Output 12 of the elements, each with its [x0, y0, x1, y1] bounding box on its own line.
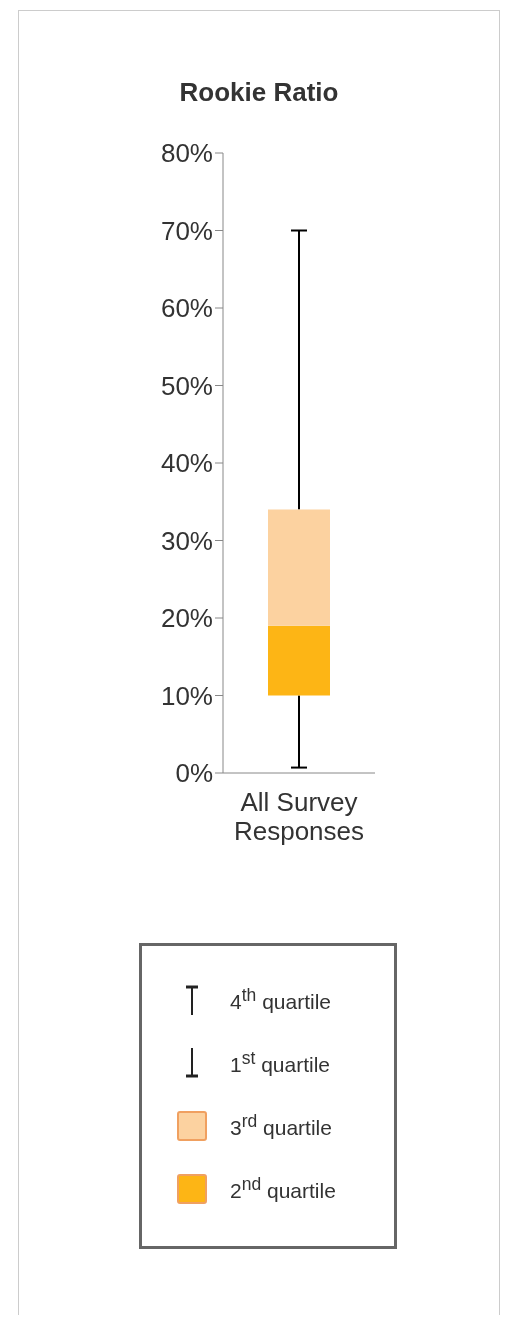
y-tick-label: 80% — [160, 138, 213, 169]
y-tick-label: 60% — [160, 293, 213, 324]
y-tick-label: 10% — [160, 680, 213, 711]
y-tick-label: 50% — [160, 370, 213, 401]
y-tick-label: 40% — [160, 448, 213, 479]
y-tick-label: 70% — [160, 215, 213, 246]
y-tick-label: 20% — [160, 603, 213, 634]
x-tick-label: All Survey Responses — [233, 787, 365, 846]
key-box: 4$^{th}$ quartile 1$^{st}$ quartile 3$^{rd}$ quartile 2$^{nd}$ quartile — [139, 943, 397, 1249]
chart-title: Rookie Ratio — [178, 77, 340, 109]
y-tick-label: 0% — [175, 758, 213, 789]
y-tick-label: 30% — [160, 525, 213, 556]
